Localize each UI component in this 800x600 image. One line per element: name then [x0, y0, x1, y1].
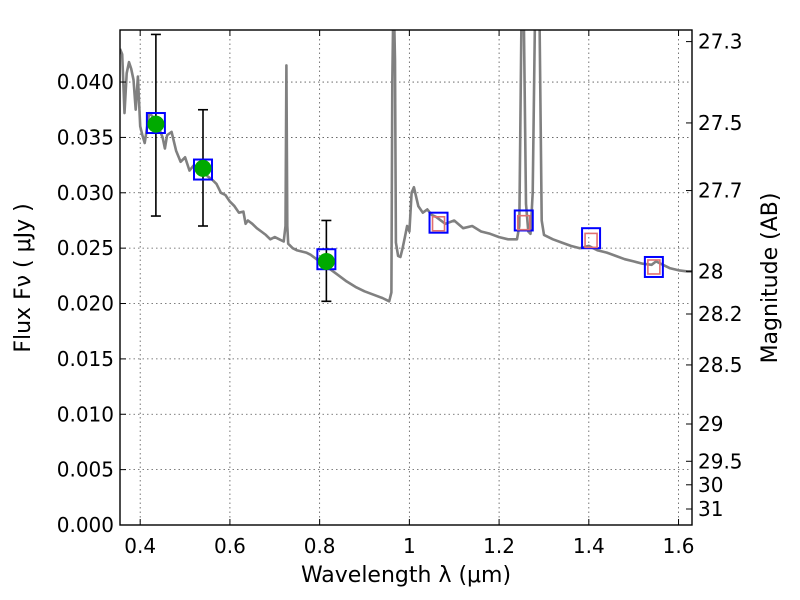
y-tick-label: 0.015 — [57, 347, 114, 371]
y2-tick-label: 27.7 — [698, 179, 743, 203]
y2-tick-label: 31 — [698, 497, 723, 521]
model-flux-square — [192, 158, 213, 181]
model-spectrum-line — [120, 30, 692, 303]
x-tick-label: 0.4 — [124, 534, 156, 558]
model-flux-square — [428, 211, 449, 234]
markers-layer — [145, 112, 664, 278]
model-flux-square — [145, 112, 166, 135]
y-axis-title: Flux Fν ( μJy ) — [11, 203, 36, 352]
x-tick-label: 0.8 — [304, 534, 336, 558]
plot-frame — [119, 29, 693, 526]
upper-limit-marker — [647, 259, 661, 275]
y-tick-label: 0.005 — [57, 458, 114, 482]
y-axis-ticks: 0.000 0.005 0.010 0.015 0.020 0.025 0.030 0.035… — [57, 70, 126, 537]
y-tick-label: 0.010 — [57, 402, 114, 426]
y2-tick-label: 28 — [698, 259, 723, 283]
y2-tick-label: 30 — [698, 473, 723, 497]
y2-tick-label: 28.5 — [698, 353, 743, 377]
model-flux-square — [643, 255, 664, 278]
y2-tick-label: 29.5 — [698, 449, 743, 473]
y2-tick-label: 29 — [698, 412, 723, 436]
x-tick-label: 1.6 — [663, 534, 695, 558]
grid-lines — [120, 30, 692, 526]
y-tick-label: 0.035 — [57, 125, 114, 149]
x-axis-title: Wavelength λ (μm) — [301, 563, 511, 588]
y-tick-label: 0.030 — [57, 181, 114, 205]
y-tick-label: 0.025 — [57, 236, 114, 260]
y2-tick-label: 27.5 — [698, 111, 743, 135]
y2-tick-label: 28.2 — [698, 302, 743, 326]
y-tick-label: 0.000 — [57, 513, 114, 537]
detection-point — [317, 252, 335, 270]
y2-axis-title: Magnitude (AB) — [758, 193, 783, 364]
x-tick-label: 1.2 — [483, 534, 515, 558]
model-spectrum-layer — [120, 30, 692, 303]
y2-tick-label: 27.3 — [698, 30, 743, 54]
y-tick-label: 0.040 — [57, 70, 114, 94]
error-bars-layer — [150, 33, 332, 303]
upper-limit-marker — [516, 214, 531, 231]
x-tick-label: 1 — [403, 534, 416, 558]
detection-point — [194, 159, 212, 177]
upper-limit-marker — [431, 215, 446, 232]
detection-point — [147, 115, 165, 133]
y-tick-label: 0.020 — [57, 292, 114, 316]
upper-limit-marker — [584, 232, 598, 249]
x-tick-label: 0.6 — [214, 534, 246, 558]
x-tick-label: 1.4 — [573, 534, 605, 558]
x-axis-ticks: 0.4 0.6 0.8 1 1.2 1.4 1.6 — [124, 30, 694, 558]
